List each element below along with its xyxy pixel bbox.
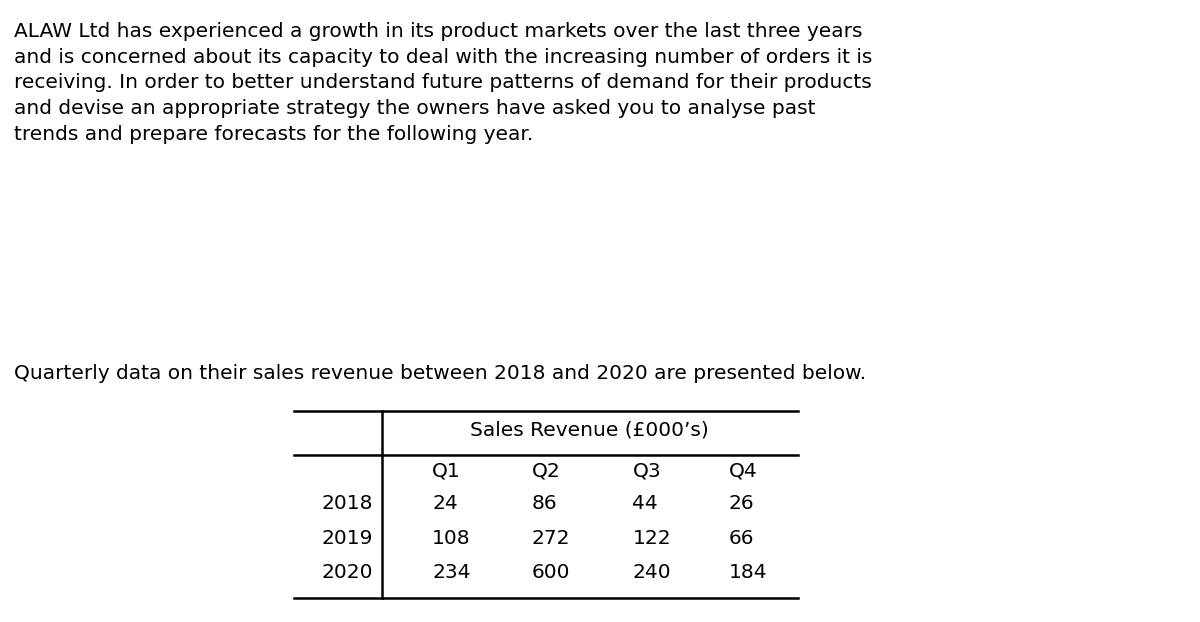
Text: Sales Revenue (£000’s): Sales Revenue (£000’s) <box>470 421 709 440</box>
Text: 600: 600 <box>532 563 570 582</box>
Text: 26: 26 <box>728 494 754 513</box>
Text: ALAW Ltd has experienced a growth in its product markets over the last three yea: ALAW Ltd has experienced a growth in its… <box>14 22 872 144</box>
Text: 2020: 2020 <box>322 563 373 582</box>
Text: Q3: Q3 <box>632 462 661 480</box>
Text: Quarterly data on their sales revenue between 2018 and 2020 are presented below.: Quarterly data on their sales revenue be… <box>14 364 866 383</box>
Text: 66: 66 <box>728 529 754 547</box>
Text: 184: 184 <box>728 563 767 582</box>
Text: 2018: 2018 <box>322 494 373 513</box>
Text: Q2: Q2 <box>532 462 560 480</box>
Text: 44: 44 <box>632 494 658 513</box>
Text: 86: 86 <box>532 494 557 513</box>
Text: 240: 240 <box>632 563 671 582</box>
Text: 108: 108 <box>432 529 470 547</box>
Text: 24: 24 <box>432 494 457 513</box>
Text: 234: 234 <box>432 563 470 582</box>
Text: Q1: Q1 <box>432 462 461 480</box>
Text: 122: 122 <box>632 529 671 547</box>
Text: 2019: 2019 <box>322 529 373 547</box>
Text: Q4: Q4 <box>728 462 757 480</box>
Text: 272: 272 <box>532 529 570 547</box>
